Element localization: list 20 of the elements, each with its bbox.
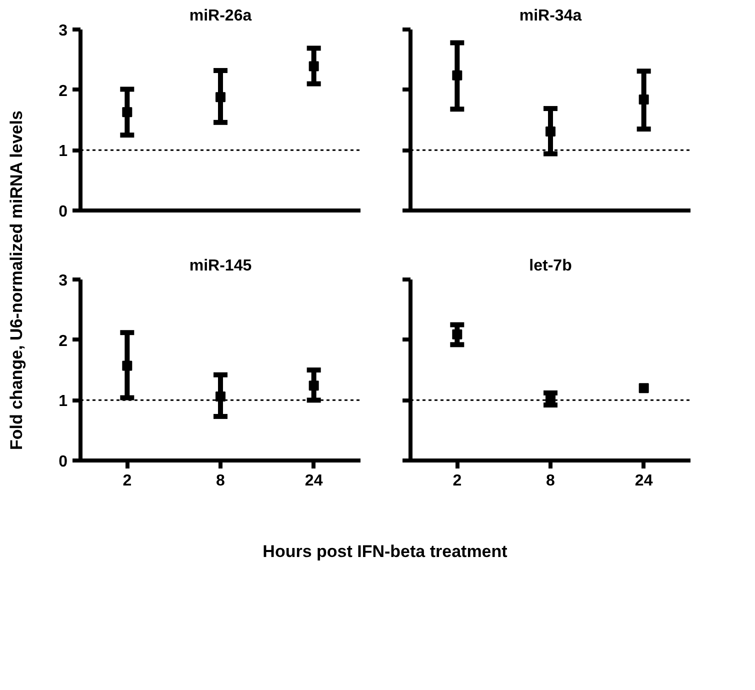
x-tick-label: 8 (216, 472, 226, 490)
y-axis-title: Fold change, U6-normalized miRNA levels (6, 110, 27, 450)
x-tick-label: 24 (304, 472, 323, 490)
chart-title: miR-26a (189, 8, 252, 24)
x-tick-label: 2 (122, 472, 132, 490)
y-tick-label: 2 (58, 82, 68, 100)
y-tick-label: 0 (58, 204, 68, 220)
y-tick-label: 2 (58, 332, 68, 350)
x-tick-label: 8 (546, 472, 556, 490)
x-axis-title: Hours post IFN-beta treatment (262, 541, 508, 563)
x-tick-label: 24 (634, 472, 653, 490)
y-tick-label: 1 (58, 393, 68, 410)
y-tick-label: 3 (58, 22, 68, 40)
x-tick-label: 2 (452, 472, 462, 490)
chart-title: let-7b (529, 258, 572, 274)
y-tick-label: 0 (58, 454, 68, 470)
chart-title: miR-145 (189, 258, 252, 274)
y-tick-label: 1 (58, 143, 68, 160)
y-tick-label: 3 (58, 272, 68, 290)
chart-title: miR-34a (519, 8, 582, 24)
